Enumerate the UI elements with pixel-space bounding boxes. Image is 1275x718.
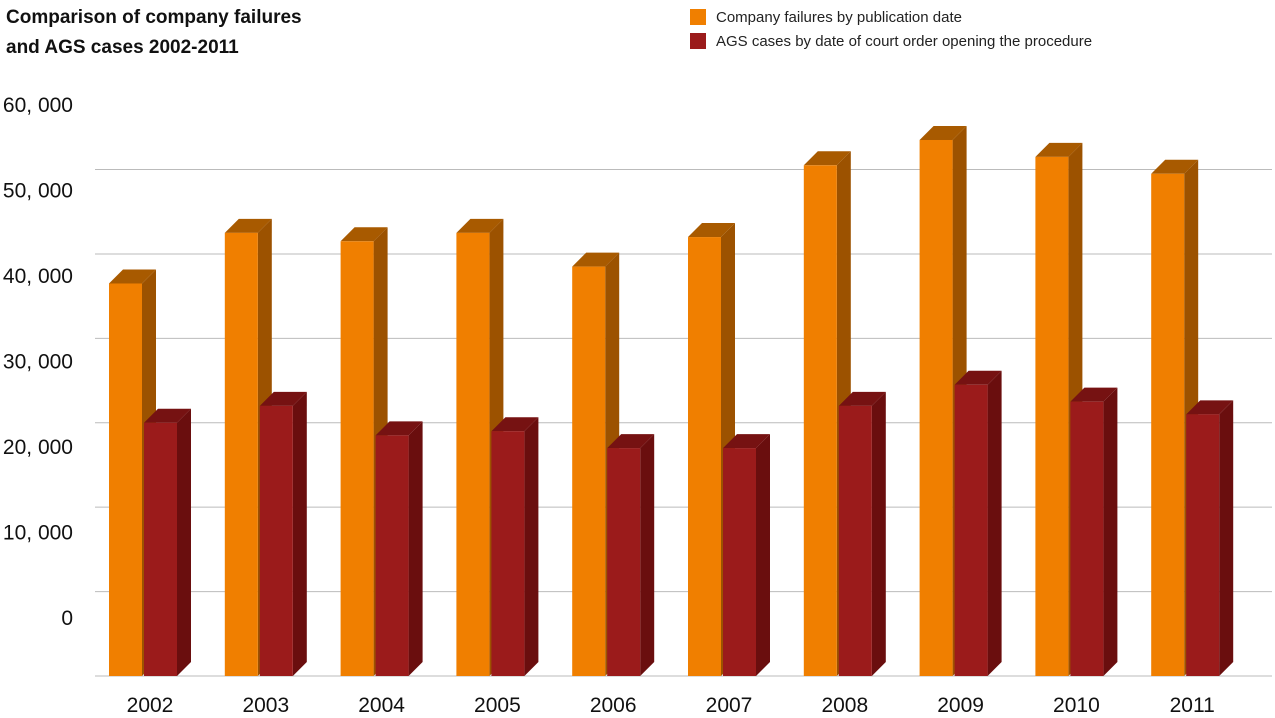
legend-swatch-ags-cases [690,33,706,49]
bar-s0-2002 [109,283,142,676]
bar-s1-2004-side [408,421,423,676]
bar-s1-2007-side [756,434,770,676]
bar-s1-2011 [1186,414,1220,676]
bar-s0-2002-top [109,269,156,284]
bar-s1-2010-side [1103,387,1118,676]
bar-s0-2004 [340,241,374,676]
y-tick-label-5: 10, 000 [3,522,73,545]
legend-swatch-company-failures [690,9,706,25]
bar-s1-2009-side [987,370,1002,676]
x-tick-label-2011: 2011 [1170,694,1215,717]
bar-s1-2005 [491,431,525,676]
bar-s0-2005 [456,232,490,676]
bar-s1-2008 [838,405,872,676]
legend-label-ags-cases: AGS cases by date of court order opening… [716,33,1093,50]
y-tick-label-2: 40, 000 [3,265,73,288]
bar-s1-2005-side [524,417,539,676]
bar-s1-2005-top [491,417,539,432]
bar-s1-2011-top [1186,400,1234,415]
bar-s1-2007 [723,448,756,676]
legend: Company failures by publication date AGS… [690,8,1092,56]
bar-s1-2008-side [871,391,886,676]
bar-s0-2010-top [1035,142,1083,157]
bar-s1-2010-top [1070,387,1118,402]
bar-s1-2002 [144,422,177,676]
y-tick-label-4: 20, 000 [3,436,73,459]
bar-s0-2011 [1151,173,1185,676]
bar-s1-2009-top [954,370,1002,385]
bar-s1-2006 [607,448,641,676]
x-tick-label-2002: 2002 [127,694,174,717]
x-tick-label-2008: 2008 [821,694,868,717]
x-tick-label-2003: 2003 [242,694,289,717]
bar-s0-2008 [803,165,837,676]
bar-s1-2007-top [723,434,770,449]
bar-s0-2007-top [688,223,735,238]
x-tick-label-2009: 2009 [937,694,984,717]
bar-s1-2009 [954,384,988,676]
legend-label-company-failures: Company failures by publication date [716,9,962,26]
bar-s1-2004 [375,435,409,676]
bar-s0-2006 [572,266,606,676]
chart-title: Comparison of company failures and AGS c… [6,3,426,63]
bar-s0-2010 [1035,156,1069,676]
bar-s1-2003 [259,405,293,676]
chart-title-line-1: Comparison of company failures [6,7,302,28]
bar-s1-2006-top [607,434,655,449]
legend-item-ags-cases: AGS cases by date of court order opening… [690,32,1092,56]
bar-s1-2002-top [144,408,191,423]
bar-s1-2003-side [292,391,307,676]
bar-s1-2004-top [375,421,423,436]
bar-s1-2010 [1070,401,1104,676]
bar-s0-2009 [919,139,953,676]
bar-s0-2005-top [456,218,504,233]
x-tick-label-2010: 2010 [1053,694,1100,717]
bar-s1-2006-side [640,434,655,676]
bar-s0-2004-top [340,227,388,242]
bar-s0-2008-top [803,151,851,166]
bar-s1-2011-side [1219,400,1234,676]
bar-s1-2003-top [259,391,307,406]
bar-s0-2006-top [572,252,620,267]
bar-s0-2007 [688,237,721,676]
y-tick-label-1: 50, 000 [3,180,73,203]
x-tick-label-2004: 2004 [358,694,405,717]
legend-item-company-failures: Company failures by publication date [690,8,1092,32]
y-tick-label-6: 0 [61,607,73,630]
y-tick-label-0: 60, 000 [3,94,73,117]
bar-s1-2008-top [838,391,886,406]
bar-s0-2003-top [224,218,272,233]
x-tick-label-2005: 2005 [474,694,521,717]
x-tick-label-2006: 2006 [590,694,637,717]
bar-s0-2003 [224,232,258,676]
y-tick-label-3: 30, 000 [3,351,73,374]
x-tick-label-2007: 2007 [706,694,753,717]
bar-s0-2011-top [1151,159,1199,174]
bar-s0-2009-top [919,125,967,140]
chart-title-line-2: and AGS cases 2002-2011 [6,37,239,58]
bar-s1-2002-side [177,408,191,676]
